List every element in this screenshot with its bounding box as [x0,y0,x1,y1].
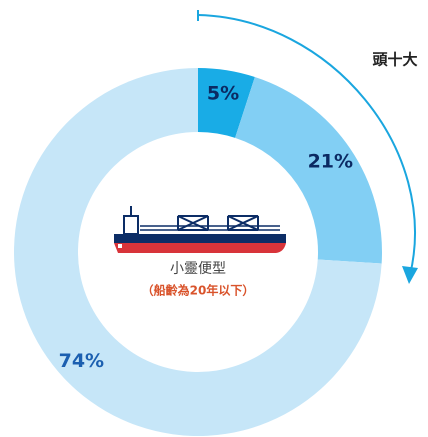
center-subtitle: （船齡為20年以下） [142,283,255,298]
arrow [197,14,416,276]
value-label: 74% [59,350,104,372]
ship-icon [114,206,286,253]
value-label: 21% [308,151,353,173]
donut-segment [14,68,382,436]
donut-segment [235,77,383,264]
center-title: 小靈便型 [170,261,226,277]
value-label: 5% [207,82,239,104]
arrowhead [402,266,418,284]
donut-segment [198,68,255,138]
annotation: 頭十大 [372,51,417,69]
